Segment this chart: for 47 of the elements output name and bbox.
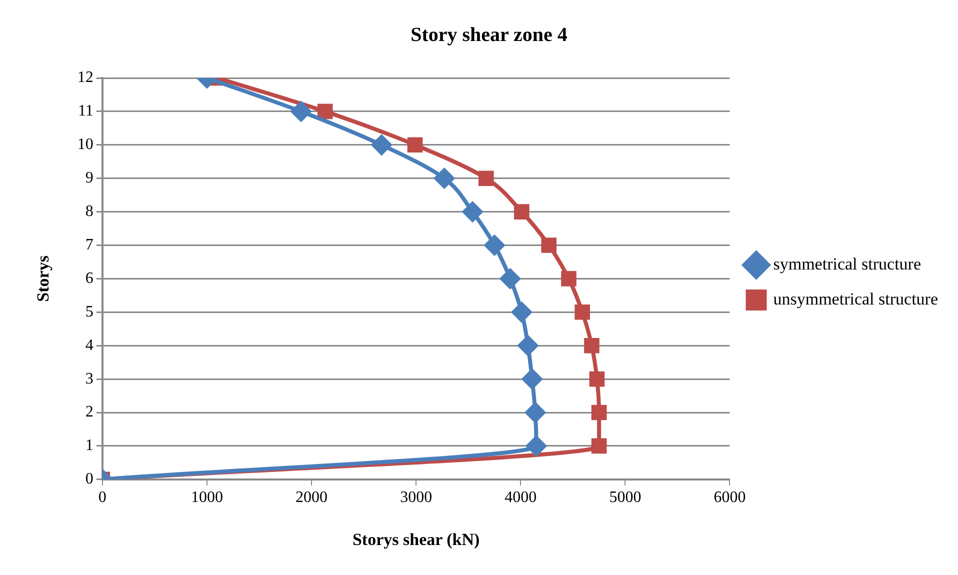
y-tick-label: 5 bbox=[85, 303, 94, 320]
y-tick-label: 10 bbox=[77, 136, 94, 154]
point bbox=[589, 371, 605, 387]
point bbox=[541, 238, 557, 253]
point bbox=[518, 336, 538, 356]
legend-label: unsymmetrical structure bbox=[773, 289, 938, 308]
point bbox=[317, 104, 333, 120]
y-tick-label: 11 bbox=[78, 102, 94, 120]
x-tick-label: 0 bbox=[98, 489, 106, 506]
y-axis-title: Storys bbox=[34, 255, 53, 302]
point bbox=[561, 271, 576, 286]
point bbox=[591, 438, 607, 454]
x-tick-label: 5000 bbox=[609, 489, 642, 506]
point bbox=[514, 204, 530, 220]
y-tick-label: 1 bbox=[85, 437, 94, 454]
point bbox=[484, 235, 504, 256]
point bbox=[526, 436, 546, 456]
legend-label: symmetrical structure bbox=[773, 254, 922, 274]
point bbox=[372, 134, 392, 155]
point bbox=[525, 402, 546, 422]
y-tick-label: 8 bbox=[85, 203, 94, 220]
point bbox=[434, 168, 454, 188]
y-tick-label: 6 bbox=[85, 270, 94, 287]
x-tick-label: 2000 bbox=[296, 489, 328, 506]
x-tick-label: 6000 bbox=[714, 489, 746, 506]
point bbox=[512, 302, 532, 322]
y-tick-label: 9 bbox=[85, 170, 94, 187]
point bbox=[462, 202, 483, 222]
y-tick-label: 4 bbox=[85, 336, 94, 354]
point bbox=[500, 268, 520, 289]
x-tick-label: 4000 bbox=[504, 489, 537, 506]
point bbox=[591, 404, 607, 420]
y-tick-label: 0 bbox=[85, 470, 94, 488]
point bbox=[291, 101, 312, 122]
point bbox=[584, 338, 600, 354]
y-tick-label: 7 bbox=[85, 236, 94, 254]
point bbox=[407, 137, 423, 153]
x-axis-title: Storys shear (kN) bbox=[352, 530, 480, 550]
y-tick-label: 3 bbox=[85, 370, 94, 388]
point bbox=[574, 304, 590, 320]
point bbox=[522, 369, 542, 390]
chart-title: Story shear zone 4 bbox=[410, 24, 568, 46]
x-tick-label: 1000 bbox=[190, 489, 223, 506]
x-tick-label: 3000 bbox=[400, 489, 432, 506]
point bbox=[478, 170, 494, 186]
y-tick-label: 12 bbox=[77, 69, 94, 86]
y-tick-label: 2 bbox=[85, 404, 94, 421]
